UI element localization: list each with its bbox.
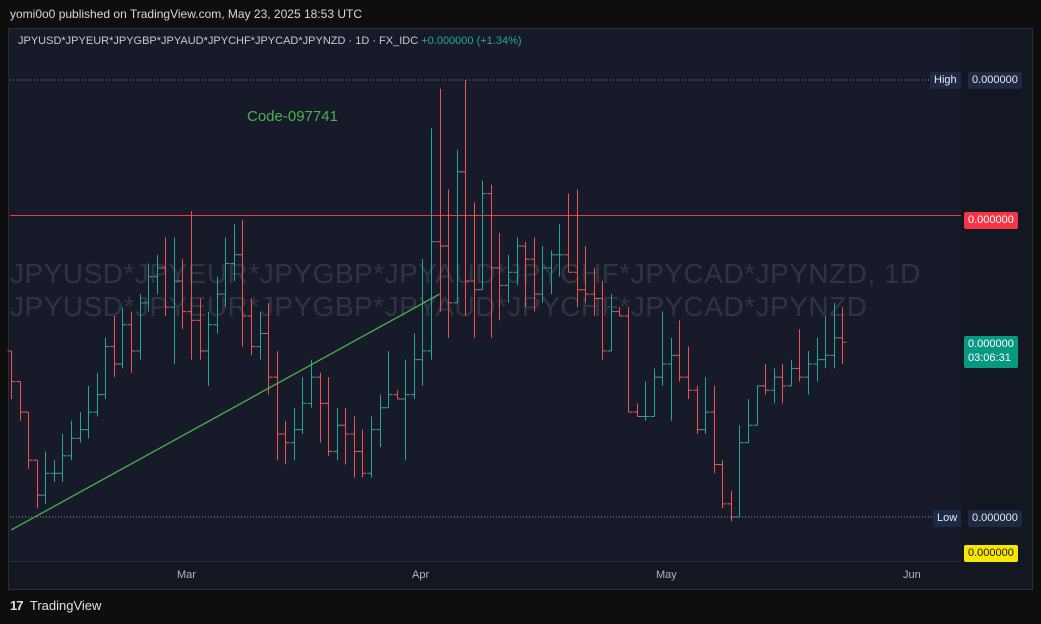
symbol-legend[interactable]: JPYUSD*JPYEUR*JPYGBP*JPYAUD*JPYCHF*JPYCA… [18,35,522,47]
high-label-tag: High [930,72,961,89]
high-value-tag: 0.000000 [968,72,1022,89]
tradingview-brand[interactable]: 17 TradingView [10,598,101,613]
watermark-line-2: JPYUSD*JPYEUR*JPYGBP*JPYAUD*JPYCHF*JPYCA… [10,291,868,322]
resistance-price-tag: 0.000000 [964,212,1018,229]
ascending-trendline [10,293,440,531]
low-label-tag: Low [933,510,962,527]
symbol-description: JPYUSD*JPYEUR*JPYGBP*JPYAUD*JPYCHF*JPYCA… [18,35,419,47]
x-tick-jun: Jun [903,569,921,581]
price-change: +0.000000 (+1.34%) [421,35,522,47]
x-tick-mar: Mar [177,569,196,581]
tradingview-logo-icon: 17 [10,598,24,613]
brand-name: TradingView [29,598,102,613]
last-price-value: 0.000000 [968,338,1014,350]
time-axis[interactable] [10,561,961,589]
last-price-tag: 0.000000 03:06:31 [964,336,1018,368]
chart-plot-area[interactable] [10,29,961,561]
price-axis[interactable] [961,29,1032,589]
x-tick-may: May [656,569,677,581]
low-value-tag: 0.000000 [968,510,1022,527]
publish-text: yomi0o0 published on TradingView.com, Ma… [10,7,362,21]
publish-bar: yomi0o0 published on TradingView.com, Ma… [0,0,1041,28]
yellow-price-tag: 0.000000 [964,545,1018,562]
x-tick-apr: Apr [412,569,430,581]
chart-annotation[interactable]: Code-097741 [247,108,338,125]
bar-countdown: 03:06:31 [968,352,1011,364]
